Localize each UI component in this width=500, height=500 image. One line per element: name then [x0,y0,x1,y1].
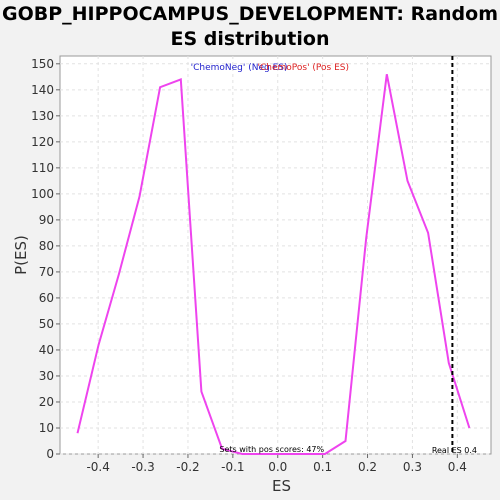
x-tick-label: -0.1 [221,460,244,474]
y-tick-label: 60 [39,291,54,305]
y-tick-label: 100 [31,187,54,201]
y-tick-label: 150 [31,57,54,71]
y-tick-label: 0 [46,447,54,461]
y-tick-label: 120 [31,135,54,149]
y-tick-label: 140 [31,83,54,97]
pos-scores-annotation: Sets with pos scores: 47% [219,445,324,454]
x-axis: -0.4 -0.3 -0.2 -0.1 0.0 0.1 0.2 0.3 0.4 [86,454,467,474]
y-tick-label: 110 [31,161,54,175]
chart-title: GOBP_HIPPOCAMPUS_DEVELOPMENT: Random ES … [1,3,498,50]
x-tick-label: 0.1 [313,460,332,474]
x-tick-label: -0.2 [176,460,199,474]
y-tick-label: 70 [39,265,54,279]
x-tick-label: 0.0 [268,460,287,474]
y-tick-label: 20 [39,395,54,409]
y-tick-label: 80 [39,239,54,253]
series-line [76,74,471,455]
y-tick-label: 130 [31,109,54,123]
y-tick-label: 40 [39,343,54,357]
x-tick-label: -0.3 [131,460,154,474]
y-tick-label: 30 [39,369,54,383]
x-tick-label: 0.3 [403,460,422,474]
real-es-label: Real ES 0.4 [432,446,477,455]
y-axis: 0 10 20 30 40 50 60 70 80 90 100 110 120 130 140 150 [31,57,60,461]
x-tick-label: -0.4 [86,460,109,474]
legend-item-pos: 'ChemoPos' (Pos ES) [258,63,350,73]
legend-item-neg: 'ChemoNeg' (Neg ES) [191,63,288,73]
x-tick-label: 0.2 [358,460,377,474]
plot-area [59,55,492,455]
x-axis-title: ES [272,477,291,495]
y-axis-title: P(ES) [12,235,30,275]
x-tick-label: 0.4 [448,460,467,474]
y-tick-label: 90 [39,213,54,227]
y-tick-label: 50 [39,317,54,331]
y-tick-label: 10 [39,421,54,435]
